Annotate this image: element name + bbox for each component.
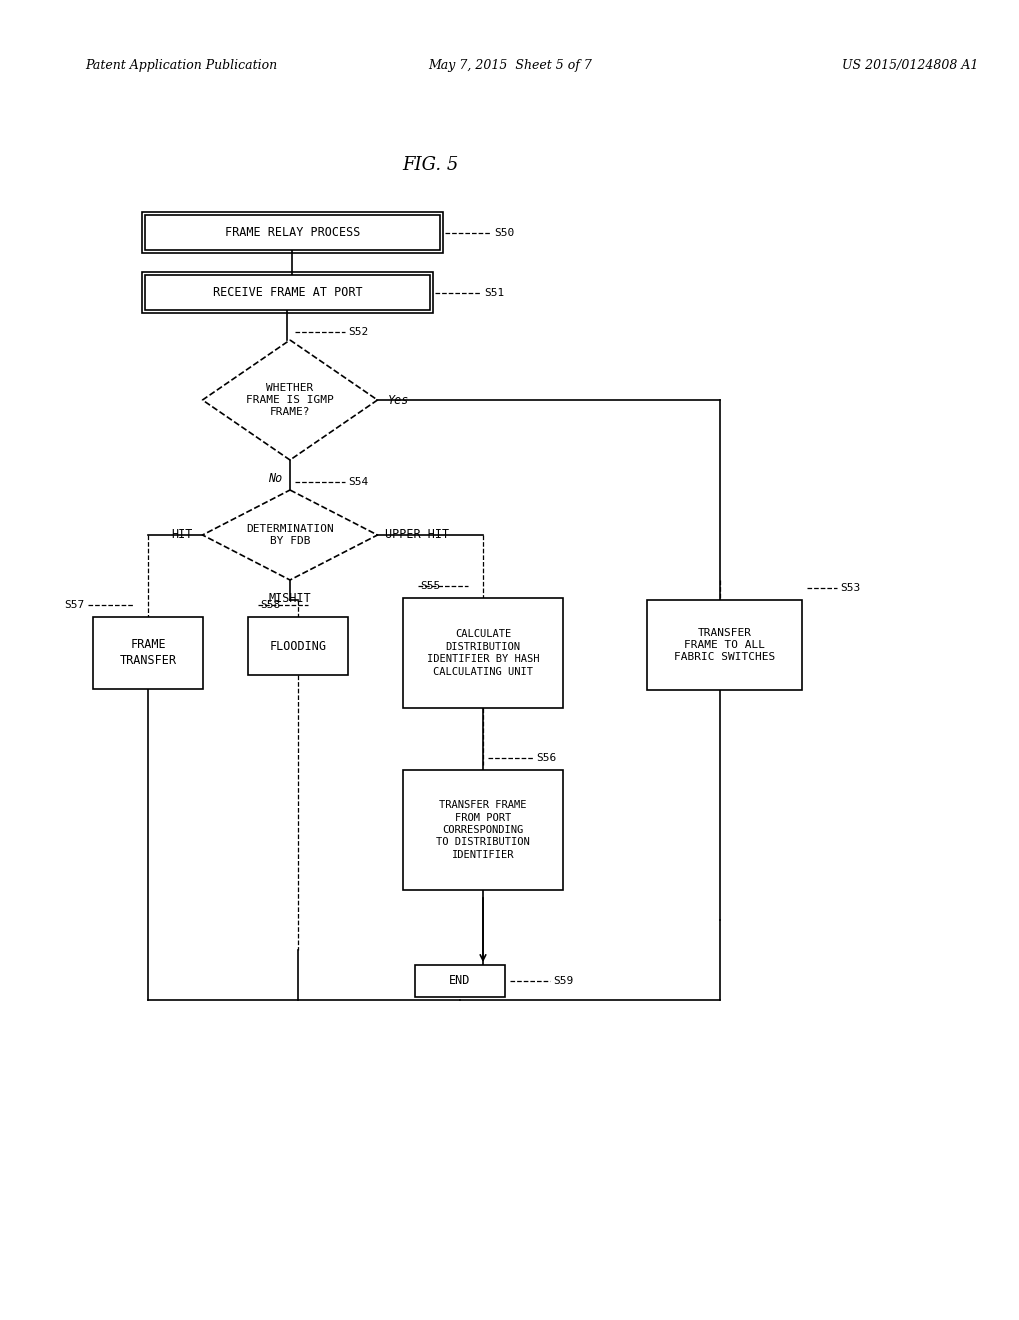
Text: Yes: Yes (387, 393, 409, 407)
Text: US 2015/0124808 A1: US 2015/0124808 A1 (841, 58, 977, 71)
Text: MISHIT: MISHIT (268, 591, 311, 605)
Text: No: No (268, 471, 282, 484)
Text: DETERMINATION
BY FDB: DETERMINATION BY FDB (246, 524, 333, 546)
Text: UPPER HIT: UPPER HIT (385, 528, 449, 541)
Text: S55: S55 (420, 581, 440, 591)
Text: S57: S57 (64, 601, 85, 610)
Text: TRANSFER FRAME
FROM PORT
CORRESPONDING
TO DISTRIBUTION
IDENTIFIER: TRANSFER FRAME FROM PORT CORRESPONDING T… (436, 800, 529, 859)
Text: S54: S54 (347, 477, 368, 487)
Bar (142, 213, 442, 253)
Text: S52: S52 (347, 327, 368, 337)
Text: END: END (449, 974, 470, 987)
Bar (403, 770, 562, 890)
Text: FLOODING: FLOODING (269, 639, 326, 652)
Text: S58: S58 (260, 601, 280, 610)
Text: S59: S59 (552, 975, 573, 986)
Bar (415, 965, 504, 997)
Text: TRANSFER
FRAME TO ALL
FABRIC SWITCHES: TRANSFER FRAME TO ALL FABRIC SWITCHES (674, 627, 774, 663)
Text: FRAME RELAY PROCESS: FRAME RELAY PROCESS (224, 226, 360, 239)
Bar (142, 272, 433, 313)
Bar (145, 275, 430, 310)
Text: CALCULATE
DISTRIBUTION
IDENTIFIER BY HASH
CALCULATING UNIT: CALCULATE DISTRIBUTION IDENTIFIER BY HAS… (426, 630, 539, 677)
Text: WHETHER
FRAME IS IGMP
FRAME?: WHETHER FRAME IS IGMP FRAME? (246, 383, 333, 417)
Bar (93, 616, 203, 689)
Bar (646, 601, 801, 690)
Text: S51: S51 (484, 288, 503, 297)
Bar (248, 616, 347, 675)
Text: RECEIVE FRAME AT PORT: RECEIVE FRAME AT PORT (213, 286, 362, 300)
Bar (145, 215, 439, 249)
Text: S56: S56 (535, 752, 555, 763)
Text: S50: S50 (493, 227, 514, 238)
Text: S53: S53 (840, 583, 859, 593)
Text: Patent Application Publication: Patent Application Publication (85, 58, 277, 71)
Text: FRAME
TRANSFER: FRAME TRANSFER (119, 639, 176, 668)
Bar (403, 598, 562, 708)
Text: HIT: HIT (171, 528, 193, 541)
Text: FIG. 5: FIG. 5 (401, 156, 458, 174)
Text: May 7, 2015  Sheet 5 of 7: May 7, 2015 Sheet 5 of 7 (428, 58, 591, 71)
